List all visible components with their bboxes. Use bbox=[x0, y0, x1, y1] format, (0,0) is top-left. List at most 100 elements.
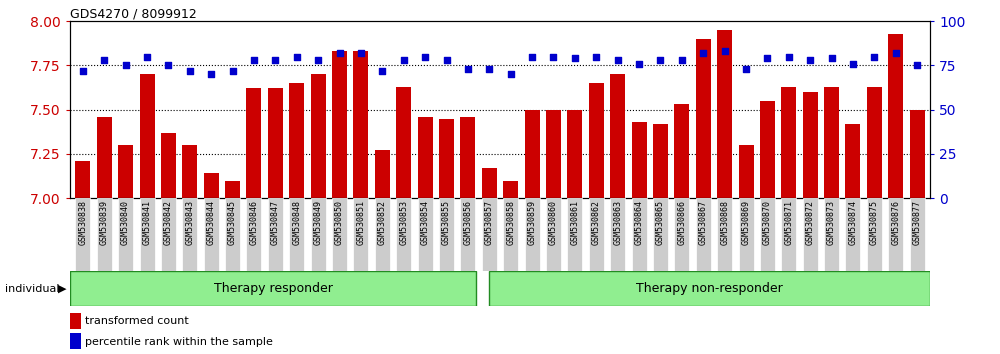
Text: GSM530838: GSM530838 bbox=[78, 200, 87, 245]
Point bbox=[203, 72, 219, 77]
Text: GSM530871: GSM530871 bbox=[784, 200, 793, 245]
Text: GSM530875: GSM530875 bbox=[870, 200, 879, 245]
Bar bbox=[696, 39, 711, 198]
Bar bbox=[888, 198, 903, 271]
Bar bbox=[118, 145, 133, 198]
Text: GSM530850: GSM530850 bbox=[335, 200, 344, 245]
Point bbox=[866, 54, 882, 59]
Bar bbox=[867, 87, 882, 198]
Bar bbox=[824, 198, 839, 271]
Text: GSM530862: GSM530862 bbox=[592, 200, 601, 245]
Bar bbox=[674, 198, 689, 271]
Bar bbox=[268, 198, 283, 271]
Point bbox=[888, 50, 904, 56]
Bar bbox=[97, 198, 112, 271]
Text: Therapy non-responder: Therapy non-responder bbox=[636, 282, 783, 295]
Text: GSM530877: GSM530877 bbox=[913, 200, 922, 245]
Bar bbox=[888, 34, 903, 198]
Text: GSM530845: GSM530845 bbox=[228, 200, 237, 245]
Point bbox=[439, 57, 455, 63]
Point bbox=[396, 57, 412, 63]
Bar bbox=[803, 92, 818, 198]
Text: GSM530863: GSM530863 bbox=[613, 200, 622, 245]
Bar bbox=[739, 145, 754, 198]
Bar bbox=[739, 198, 754, 271]
Bar bbox=[867, 198, 882, 271]
Bar bbox=[546, 198, 561, 271]
Point bbox=[225, 68, 241, 74]
Bar bbox=[353, 51, 368, 198]
Bar bbox=[118, 198, 133, 271]
Point bbox=[610, 57, 626, 63]
Text: GSM530854: GSM530854 bbox=[421, 200, 430, 245]
Point bbox=[246, 57, 262, 63]
Text: GSM530874: GSM530874 bbox=[848, 200, 857, 245]
Text: GSM530872: GSM530872 bbox=[806, 200, 815, 245]
Point bbox=[824, 56, 840, 61]
Bar bbox=[760, 198, 775, 271]
Text: ▶: ▶ bbox=[58, 284, 66, 293]
Text: GSM530841: GSM530841 bbox=[143, 200, 152, 245]
Text: GSM530865: GSM530865 bbox=[656, 200, 665, 245]
Bar bbox=[525, 198, 540, 271]
Bar bbox=[503, 181, 518, 198]
Text: GSM530844: GSM530844 bbox=[207, 200, 216, 245]
Bar bbox=[246, 198, 261, 271]
Point bbox=[353, 50, 369, 56]
Point bbox=[738, 66, 754, 72]
Text: GSM530876: GSM530876 bbox=[891, 200, 900, 245]
Bar bbox=[289, 83, 304, 198]
Bar bbox=[311, 74, 326, 198]
Bar bbox=[161, 133, 176, 198]
Text: GSM530853: GSM530853 bbox=[399, 200, 408, 245]
Bar bbox=[182, 198, 197, 271]
Text: GSM530852: GSM530852 bbox=[378, 200, 387, 245]
Point bbox=[310, 57, 326, 63]
Bar bbox=[717, 30, 732, 198]
Bar bbox=[70, 313, 81, 329]
Text: GSM530873: GSM530873 bbox=[827, 200, 836, 245]
Bar bbox=[567, 110, 582, 198]
Text: GSM530847: GSM530847 bbox=[271, 200, 280, 245]
Text: GSM530856: GSM530856 bbox=[463, 200, 472, 245]
Text: Therapy responder: Therapy responder bbox=[214, 282, 333, 295]
Bar bbox=[460, 117, 475, 198]
Bar bbox=[632, 122, 647, 198]
Bar bbox=[589, 198, 604, 271]
Bar bbox=[610, 198, 625, 271]
Bar bbox=[567, 198, 582, 271]
Point bbox=[524, 54, 540, 59]
Point bbox=[695, 50, 711, 56]
Bar bbox=[482, 168, 497, 198]
Point bbox=[759, 56, 775, 61]
Text: GSM530842: GSM530842 bbox=[164, 200, 173, 245]
Text: individual: individual bbox=[5, 284, 60, 293]
Text: GSM530867: GSM530867 bbox=[699, 200, 708, 245]
Bar bbox=[482, 198, 497, 271]
Point bbox=[845, 61, 861, 67]
Point bbox=[182, 68, 198, 74]
Bar bbox=[182, 145, 197, 198]
Bar bbox=[246, 88, 261, 198]
Text: GSM530851: GSM530851 bbox=[356, 200, 365, 245]
Text: percentile rank within the sample: percentile rank within the sample bbox=[85, 337, 273, 347]
Bar bbox=[418, 198, 433, 271]
Bar bbox=[97, 117, 112, 198]
Bar bbox=[289, 198, 304, 271]
Point bbox=[96, 57, 112, 63]
Bar bbox=[546, 110, 561, 198]
Bar bbox=[653, 198, 668, 271]
Bar bbox=[70, 333, 81, 349]
Point bbox=[567, 56, 583, 61]
Point bbox=[652, 57, 668, 63]
Point bbox=[374, 68, 390, 74]
Bar bbox=[674, 104, 689, 198]
Text: GDS4270 / 8099912: GDS4270 / 8099912 bbox=[70, 7, 197, 20]
Text: transformed count: transformed count bbox=[85, 316, 189, 326]
Bar bbox=[845, 198, 860, 271]
Bar bbox=[332, 198, 347, 271]
Bar bbox=[760, 101, 775, 198]
Bar bbox=[910, 110, 925, 198]
Bar bbox=[824, 87, 839, 198]
Point bbox=[909, 63, 925, 68]
